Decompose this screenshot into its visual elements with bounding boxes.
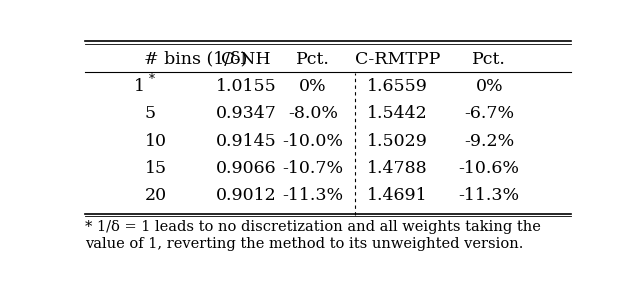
Text: 20: 20: [145, 187, 166, 204]
Text: Pct.: Pct.: [472, 51, 506, 68]
Text: 0%: 0%: [476, 78, 503, 95]
Text: -10.6%: -10.6%: [459, 160, 520, 177]
Text: 1.4788: 1.4788: [367, 160, 428, 177]
Text: 0.9066: 0.9066: [216, 160, 276, 177]
Text: -11.3%: -11.3%: [282, 187, 344, 204]
Text: # bins (1/δ): # bins (1/δ): [145, 51, 248, 68]
Text: *: *: [149, 73, 155, 86]
Text: -11.3%: -11.3%: [459, 187, 520, 204]
Text: 5: 5: [145, 105, 156, 122]
Text: 1.5029: 1.5029: [367, 132, 428, 150]
Text: 0%: 0%: [300, 78, 327, 95]
Text: 1.6559: 1.6559: [367, 78, 428, 95]
Text: 0.9012: 0.9012: [216, 187, 276, 204]
Text: 15: 15: [145, 160, 166, 177]
Text: -8.0%: -8.0%: [288, 105, 338, 122]
Text: 10: 10: [145, 132, 166, 150]
Text: -9.2%: -9.2%: [464, 132, 515, 150]
Text: 1.5442: 1.5442: [367, 105, 428, 122]
Text: * 1/δ = 1 leads to no discretization and all weights taking the: * 1/δ = 1 leads to no discretization and…: [85, 220, 541, 234]
Text: 1.0155: 1.0155: [216, 78, 276, 95]
Text: 1.4691: 1.4691: [367, 187, 428, 204]
Text: 0.9145: 0.9145: [216, 132, 276, 150]
Text: C-NH: C-NH: [221, 51, 271, 68]
Text: -6.7%: -6.7%: [464, 105, 515, 122]
Text: 1: 1: [134, 78, 145, 95]
Text: value of 1, reverting the method to its unweighted version.: value of 1, reverting the method to its …: [85, 237, 524, 251]
Text: 0.9347: 0.9347: [216, 105, 276, 122]
Text: C-RMTPP: C-RMTPP: [355, 51, 440, 68]
Text: -10.7%: -10.7%: [282, 160, 344, 177]
Text: Pct.: Pct.: [296, 51, 330, 68]
Text: -10.0%: -10.0%: [283, 132, 344, 150]
